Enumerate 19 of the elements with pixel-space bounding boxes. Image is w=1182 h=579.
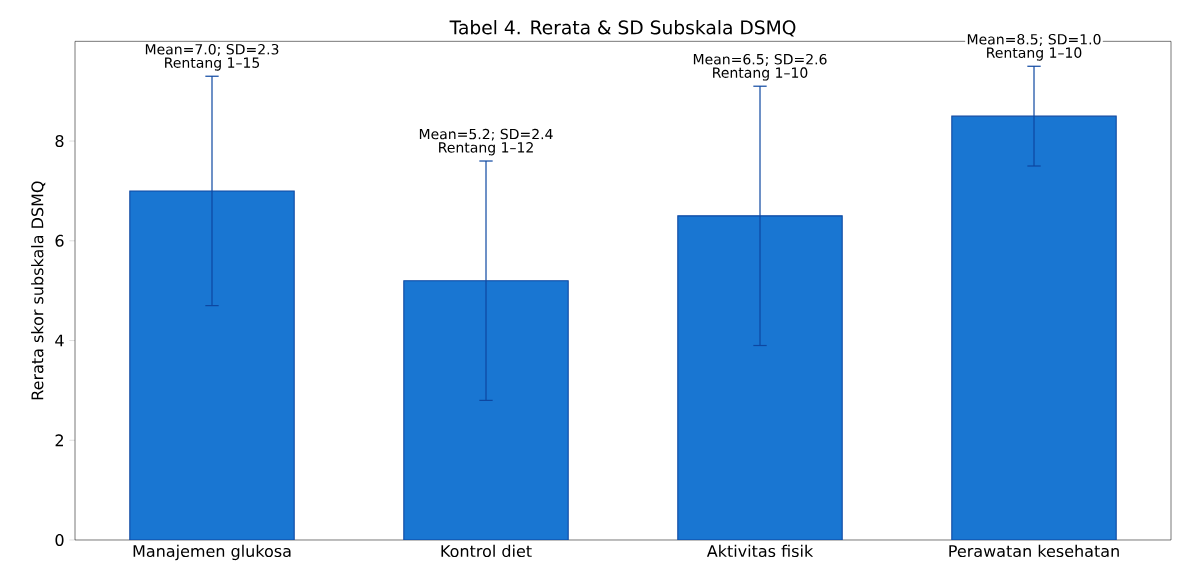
annotation: Rentang 1–10 [987, 47, 1082, 61]
y-tick-label: 4 [55, 334, 64, 347]
annotation: Mean=8.5; SD=1.0 [967, 33, 1101, 46]
y-tick-label: 0 [55, 533, 64, 547]
annotation: Mean=5.2; SD=2.4 [419, 128, 553, 141]
y-axis-title: Rerata skor subskala DSMQ [31, 181, 46, 400]
y-tick-label: 8 [55, 135, 64, 148]
x-tick-label: Manajemen glukosa [133, 544, 291, 561]
annotation: Mean=7.0; SD=2.3 [145, 43, 279, 56]
annotation: Rentang 1–15 [165, 57, 260, 71]
y-tick-label: 2 [55, 434, 63, 447]
annotation: Rentang 1–10 [713, 67, 808, 81]
y-tick-label: 6 [55, 234, 64, 247]
chart-title: Tabel 4. Rerata & SD Subskala DSMQ [449, 20, 796, 37]
x-tick-label: Aktivitas fisik [706, 544, 814, 558]
x-tick-label: Perawatan kesehatan [949, 544, 1119, 558]
x-tick-label: Kontrol diet [441, 544, 532, 558]
annotation: Mean=6.5; SD=2.6 [693, 53, 827, 66]
annotation: Rentang 1–12 [439, 142, 533, 156]
